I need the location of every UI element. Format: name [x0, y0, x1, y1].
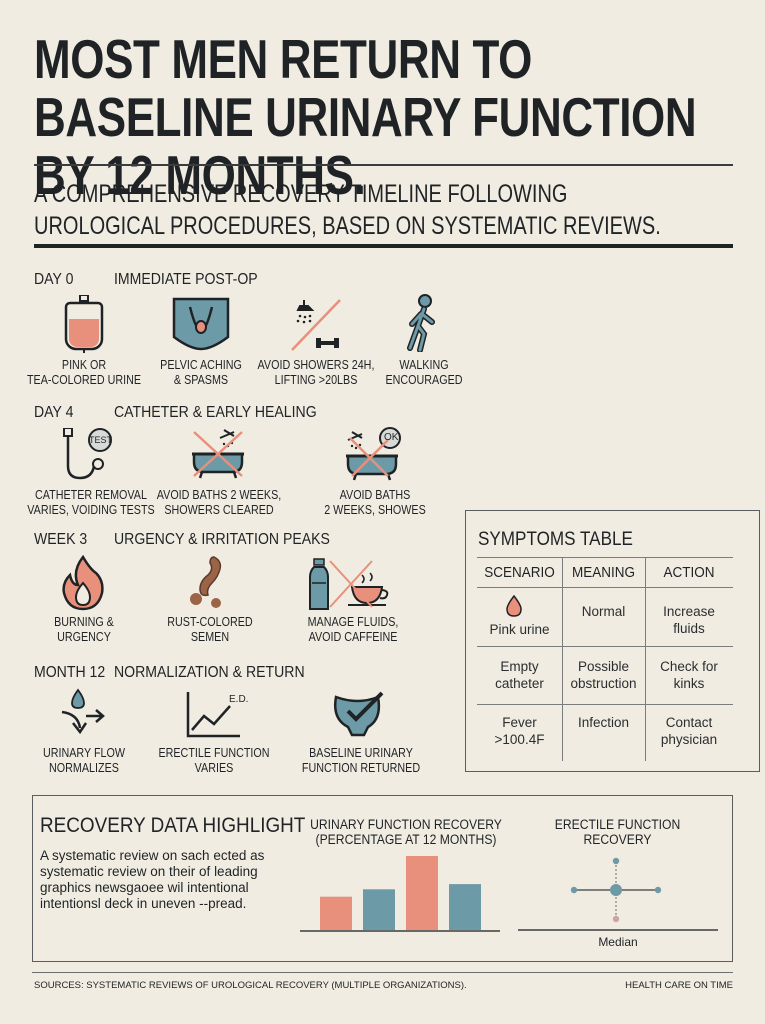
chart-title: URINARY FUNCTION RECOVERY (PERCENTAGE AT…	[310, 817, 502, 847]
data-point	[612, 915, 620, 923]
footer-divider	[32, 972, 733, 973]
phase-name: CATHETER & EARLY HEALING	[114, 404, 317, 421]
section-divider	[34, 244, 733, 248]
table-header-scenario: SCENARIO	[484, 564, 555, 581]
phase-name: URGENCY & IRRITATION PEAKS	[114, 531, 330, 548]
item-caption: ERECTILE FUNCTION VARIES	[158, 746, 270, 775]
table-divider	[562, 557, 563, 761]
blood-drop-icon	[505, 594, 523, 622]
burning-flame-icon	[60, 554, 106, 616]
bar-D	[449, 884, 481, 930]
urine-bag-icon	[60, 294, 108, 358]
phase-day-label: WEEK 3	[34, 531, 88, 548]
phase-day-label: DAY 0	[34, 271, 74, 288]
no-shower-lifting-icon	[290, 298, 342, 357]
footer-brand: HEALTH CARE ON TIME	[625, 980, 733, 991]
table-cell: Contact physician	[660, 715, 718, 747]
recovery-data-panel	[32, 795, 733, 962]
table-divider	[477, 587, 733, 588]
symptoms-table-title: SYMPTOMS TABLE	[478, 529, 633, 550]
ed-badge: E.D.	[229, 694, 249, 705]
data-point	[612, 857, 620, 865]
item-caption: MANAGE FLUIDS, AVOID CAFFEINE	[307, 615, 399, 644]
median-point	[610, 884, 622, 896]
no-bath-icon	[190, 428, 246, 485]
item-caption: AVOID BATHS 2 WEEKS, SHOWES	[324, 488, 426, 517]
header-divider	[34, 164, 733, 166]
chart-axis-label: Median	[598, 935, 638, 949]
item-caption: PINK OR TEA-COLORED URINE	[26, 358, 142, 387]
pelvis-icon	[172, 297, 230, 356]
subheadline: A COMPREHENSIVE RECOVERY TIMELINE FOLLOW…	[34, 180, 661, 240]
data-highlight-title: RECOVERY DATA HIGHLIGHT	[40, 814, 306, 837]
table-header-action: ACTION	[663, 564, 715, 581]
bath-ok-icon	[344, 426, 406, 487]
item-caption: URINARY FLOW NORMALIZES	[42, 746, 126, 775]
table-divider	[477, 557, 733, 558]
headline: MOST MEN RETURN TO BASELINE URINARY FUNC…	[34, 28, 697, 206]
table-cell: Pink urine	[489, 622, 550, 637]
table-cell: Infection	[577, 715, 630, 730]
table-cell: Increase fluids	[663, 604, 715, 636]
phase-name: IMMEDIATE POST-OP	[114, 271, 258, 288]
walking-person-icon	[404, 294, 442, 357]
item-caption: AVOID BATHS 2 WEEKS, SHOWERS CLEARED	[156, 488, 282, 517]
urinary-flow-icon	[58, 688, 110, 743]
phase-day-label: DAY 4	[34, 404, 74, 421]
bladder-check-icon	[330, 689, 388, 744]
rust-drops-icon	[186, 555, 230, 616]
data-point	[570, 886, 578, 894]
item-caption: WALKING ENCOURAGED	[385, 358, 463, 387]
table-header-meaning: MEANING	[571, 564, 635, 581]
data-highlight-body: A systematic review on sach ected as sys…	[40, 848, 265, 911]
erectile-graph-icon	[186, 690, 242, 745]
table-divider	[477, 646, 733, 647]
item-caption: PELVIC ACHING & SPASMS	[160, 358, 242, 387]
bar-B	[363, 889, 395, 930]
phase-day-label: MONTH 12	[34, 664, 106, 681]
ok-badge: OK	[384, 432, 399, 443]
item-caption: BURNING & URGENCY	[54, 615, 114, 644]
no-caffeine-icon	[306, 557, 392, 618]
table-divider	[477, 704, 733, 705]
phase-name: NORMALIZATION & RETURN	[114, 664, 305, 681]
data-point	[654, 886, 662, 894]
table-cell: Empty catheter	[495, 659, 544, 691]
bar-C	[406, 856, 438, 930]
table-cell: Fever >100.4F	[494, 715, 545, 747]
table-cell: Normal	[581, 604, 626, 619]
item-caption: BASELINE URINARY FUNCTION RETURNED	[301, 746, 421, 775]
erectile-recovery-chart	[518, 857, 718, 931]
table-cell: Possible obstruction	[570, 659, 637, 691]
bar-A	[320, 896, 352, 930]
footer-sources: SOURCES: SYSTEMATIC REVIEWS OF UROLOGICA…	[34, 980, 467, 991]
item-caption: CATHETER REMOVAL VARIES, VOIDING TESTS	[27, 488, 155, 517]
item-caption: AVOID SHOWERS 24H, LIFTING >20LBS	[257, 358, 375, 387]
symptoms-table	[465, 510, 760, 772]
chart-title: ERECTILE FUNCTION RECOVERY	[554, 817, 681, 847]
test-badge: TEST	[89, 435, 113, 445]
catheter-test-icon	[60, 427, 116, 487]
table-divider	[645, 557, 646, 761]
urinary-recovery-bar-chart	[300, 856, 500, 932]
table-cell: Check for kinks	[660, 659, 718, 691]
item-caption: RUST-COLORED SEMEN	[167, 615, 253, 644]
